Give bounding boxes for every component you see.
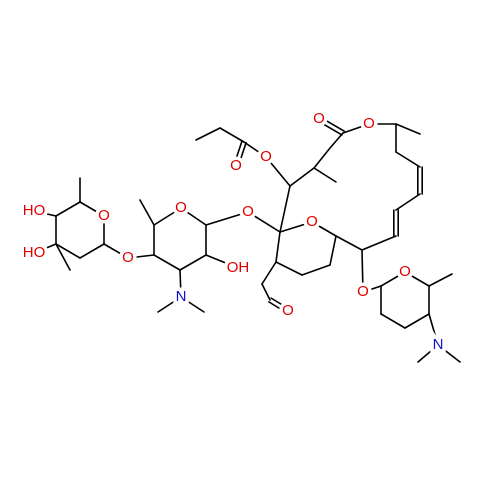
atom-label: O — [175, 199, 187, 216]
bond — [311, 221, 337, 237]
bond — [268, 301, 288, 314]
bond — [139, 199, 155, 226]
atom-label: O — [306, 213, 318, 230]
bond — [33, 210, 57, 217]
atom-label: O — [260, 148, 272, 165]
bond — [261, 283, 271, 301]
bond — [55, 201, 81, 217]
bond — [395, 151, 421, 168]
bond — [55, 243, 71, 271]
bond — [270, 297, 290, 310]
bond — [247, 211, 281, 233]
bond — [237, 141, 247, 168]
bond — [261, 261, 277, 285]
atom-label: O — [357, 283, 369, 300]
bond — [417, 344, 439, 363]
bond — [361, 235, 397, 251]
bond — [319, 116, 345, 132]
bond — [395, 193, 421, 211]
atom-label: O — [282, 302, 294, 319]
bond — [243, 141, 267, 158]
bond — [362, 285, 382, 293]
atom-label: O — [242, 203, 254, 220]
bond — [404, 313, 430, 329]
atom-label: N — [433, 336, 444, 353]
bond — [335, 235, 363, 251]
bond — [380, 271, 406, 287]
bond — [55, 243, 81, 259]
bond — [428, 273, 453, 287]
bonds — [33, 116, 461, 363]
atom-label: O — [98, 207, 110, 224]
atom-label: O — [122, 249, 134, 266]
bond — [33, 243, 57, 254]
bond — [79, 243, 105, 259]
atom-label: O — [399, 263, 411, 280]
atom-label: O — [313, 110, 325, 127]
bond — [437, 344, 461, 363]
atom-label: N — [176, 288, 187, 305]
bond — [428, 313, 439, 346]
bond — [127, 254, 155, 259]
bond — [233, 140, 243, 167]
bond — [219, 127, 245, 143]
bond — [103, 243, 129, 259]
bond — [279, 221, 313, 233]
bond — [265, 156, 291, 187]
atom-label: HO — [23, 244, 46, 261]
bond — [289, 167, 315, 187]
atom-label: O — [230, 157, 242, 174]
bond — [380, 313, 406, 329]
bond — [317, 120, 343, 136]
bond — [195, 127, 221, 141]
bond — [205, 211, 249, 226]
bond — [153, 254, 181, 271]
bond — [179, 269, 182, 298]
atom-label: OH — [227, 259, 250, 276]
atom-labels: O O O O O O O HO O HO O OH N O O O N — [19, 106, 447, 356]
bond — [275, 261, 303, 276]
bond — [395, 123, 421, 135]
bond — [180, 296, 205, 313]
bond — [404, 271, 430, 287]
bond — [342, 123, 370, 134]
bond — [275, 231, 281, 263]
atom-label: O — [363, 115, 375, 132]
bond — [329, 235, 337, 266]
bond — [79, 201, 105, 217]
atom-label: HO — [23, 202, 46, 219]
bond — [329, 132, 344, 149]
bond — [153, 207, 182, 226]
bond — [157, 296, 182, 313]
bond — [179, 254, 207, 271]
bond — [205, 254, 239, 269]
bond — [313, 147, 331, 169]
bond — [279, 185, 291, 233]
bond — [361, 249, 364, 293]
bond — [180, 207, 207, 226]
bond — [313, 167, 337, 183]
bond — [301, 264, 331, 276]
